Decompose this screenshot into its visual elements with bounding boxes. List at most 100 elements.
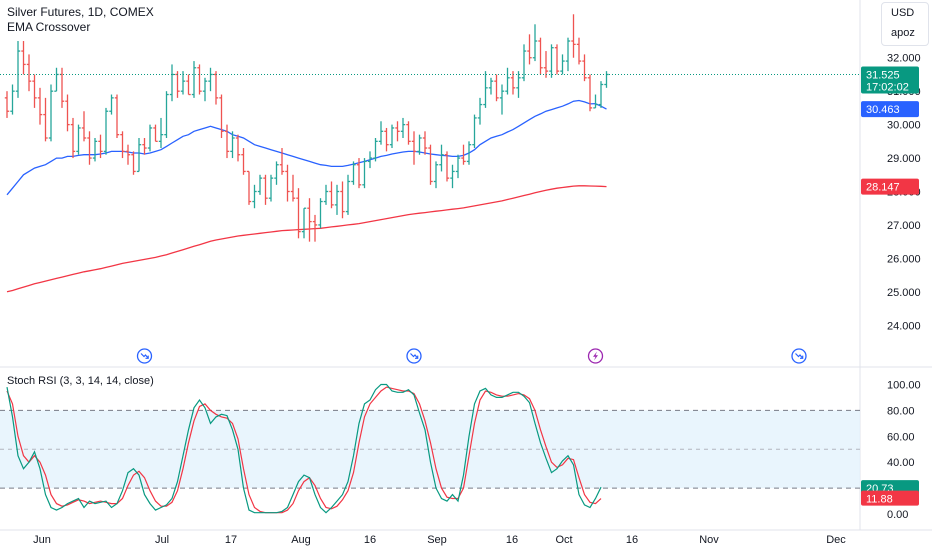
- price-tick-label: 24.000: [887, 320, 921, 332]
- ohlc-bar: [351, 161, 356, 185]
- ohlc-bar: [15, 41, 21, 98]
- indicator-name: EMA Crossover: [7, 20, 91, 34]
- time-tick-label: 16: [506, 534, 518, 546]
- ema-fast-tag: 30.463: [861, 101, 919, 118]
- ohlc-bar: [32, 74, 37, 108]
- arrow-head: [145, 355, 149, 359]
- ohlc-bar: [554, 44, 560, 75]
- ohlc-bar: [538, 37, 543, 75]
- arrow-glyph: [410, 353, 418, 359]
- arrow-glyph: [795, 353, 803, 359]
- ohlc-bars: [4, 14, 609, 242]
- ohlc-bar: [384, 127, 389, 152]
- ohlc-bar: [362, 158, 367, 189]
- ema-fast-tag-text: 30.463: [866, 104, 900, 116]
- ohlc-bar: [252, 184, 257, 209]
- time-tick-label: Jul: [155, 534, 169, 546]
- ohlc-bar: [246, 170, 252, 205]
- time-tick-label: Aug: [291, 534, 311, 546]
- ohlc-bar: [54, 67, 59, 92]
- time-axis[interactable]: Jun Jul 17 Aug 16 Sep 16 Oct 16 Nov Dec: [33, 534, 846, 546]
- ohlc-bar: [406, 121, 411, 145]
- ohlc-bar: [180, 71, 186, 95]
- ohlc-bar: [521, 44, 527, 82]
- ohlc-bar: [224, 124, 230, 159]
- ohlc-bar: [103, 107, 109, 155]
- ohlc-bar: [274, 161, 279, 185]
- price-tick-label: 29.000: [887, 153, 921, 165]
- ohlc-bar: [131, 151, 136, 175]
- price-tick-label: 27.000: [887, 220, 921, 232]
- ohlc-bar: [417, 134, 422, 155]
- ohlc-bar: [318, 198, 323, 229]
- dividend-arrow-icon[interactable]: [406, 348, 422, 364]
- rsi-tick-label: 60.00: [887, 431, 915, 443]
- ema-fast-series: [6, 99, 607, 196]
- ohlc-bar: [494, 74, 499, 102]
- ema-slow-series: [6, 185, 607, 293]
- lightning-icon[interactable]: [587, 348, 604, 364]
- ohlc-bar: [65, 94, 70, 132]
- ohlc-bar: [87, 131, 92, 165]
- ema-slow-tag: 28.147: [861, 178, 919, 195]
- scale-mode-label[interactable]: apoz: [891, 27, 915, 39]
- ohlc-bar: [582, 54, 587, 82]
- ohlc-bar: [329, 181, 334, 209]
- ohlc-bar: [334, 184, 340, 215]
- dividend-arrow-icon[interactable]: [791, 348, 807, 364]
- ohlc-bar: [450, 164, 455, 189]
- price-axis[interactable]: 33.00032.00031.00030.00029.00028.00027.0…: [887, 19, 921, 332]
- ema-slow-tag-text: 28.147: [866, 182, 900, 194]
- ohlc-bar: [70, 117, 76, 159]
- ohlc-bar: [59, 67, 65, 108]
- event-markers[interactable]: [136, 348, 807, 364]
- rsi-tick-label: 0.00: [887, 509, 908, 521]
- rsi-k-line: [6, 383, 602, 514]
- ohlc-bar: [356, 158, 362, 189]
- dividend-arrow-icon[interactable]: [136, 348, 153, 364]
- unit-selector[interactable]: USD apoz: [881, 2, 929, 46]
- ohlc-bar: [483, 71, 488, 108]
- time-tick-label: 16: [626, 534, 638, 546]
- ohlc-bar: [197, 64, 202, 95]
- ohlc-bar: [257, 174, 263, 195]
- ohlc-bar: [527, 34, 532, 65]
- ohlc-bar: [279, 148, 285, 175]
- currency-label[interactable]: USD: [891, 7, 915, 19]
- ohlc-bar: [378, 121, 384, 145]
- ohlc-bar: [323, 184, 329, 205]
- ohlc-bar: [422, 131, 428, 155]
- last-price-tag-text: 17:02:02: [866, 81, 909, 93]
- ohlc-bar: [505, 67, 510, 95]
- ema-slow-tag-bg: [861, 178, 919, 195]
- ohlc-bar: [428, 144, 433, 185]
- ohlc-bar: [307, 198, 312, 242]
- ohlc-bar: [219, 94, 224, 138]
- ohlc-bar: [169, 64, 175, 102]
- ohlc-bar: [439, 144, 444, 172]
- ohlc-bar: [153, 124, 158, 142]
- ohlc-bar: [37, 87, 43, 125]
- price-tick-label: 32.000: [887, 53, 921, 65]
- ohlc-bar: [208, 67, 213, 92]
- ohlc-bar: [263, 174, 268, 205]
- ohlc-bar: [433, 161, 439, 189]
- stoch-rsi-title: Stoch RSI (3, 3, 14, 14, close): [7, 375, 154, 387]
- time-tick-label: Sep: [427, 534, 447, 546]
- ohlc-bar: [499, 84, 505, 115]
- ohlc-bar: [175, 71, 180, 98]
- price-tick-label: 25.000: [887, 287, 921, 299]
- ohlc-bar: [604, 71, 609, 88]
- ohlc-bar: [549, 44, 554, 78]
- ohlc-bar: [114, 94, 120, 138]
- last-price-tag-text: 31.525: [866, 69, 900, 81]
- ohlc-bar: [120, 131, 125, 159]
- stoch-rsi-panel: [0, 383, 860, 514]
- price-tick-label: 30.000: [887, 120, 921, 132]
- ohlc-bar: [571, 14, 576, 58]
- time-tick-label: 17: [225, 534, 237, 546]
- time-tick-label: Oct: [555, 534, 572, 546]
- ohlc-bar: [411, 131, 417, 165]
